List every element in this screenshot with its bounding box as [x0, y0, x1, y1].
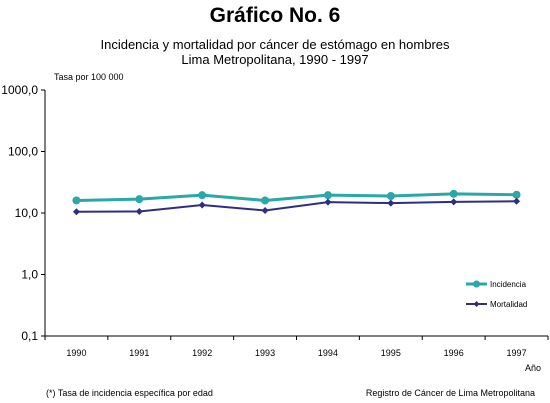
series-layer: [72, 189, 521, 216]
x-tick-label: 1994: [318, 348, 338, 358]
y-tick-label: 1000,0: [1, 83, 38, 97]
y-axis-ticks: 1000,0 100,0 10,0 1,0 0,1: [1, 83, 45, 343]
data-point: [387, 199, 395, 207]
x-tick-label: 1990: [66, 348, 86, 358]
data-point: [449, 189, 458, 198]
data-point: [513, 197, 521, 205]
data-point: [261, 206, 269, 214]
x-tick-label: 1992: [192, 348, 212, 358]
data-point: [261, 196, 270, 205]
chart-subtitle: Incidencia y mortalidad por cáncer de es…: [0, 37, 550, 67]
legend-swatch-marker: [473, 280, 480, 288]
legend: Incidencia Mortalidad: [466, 280, 527, 309]
series-line: [76, 200, 517, 213]
subtitle-line-1: Incidencia y mortalidad por cáncer de es…: [100, 37, 450, 52]
x-tick-label: 1991: [129, 348, 149, 358]
legend-label: Incidencia: [490, 280, 527, 289]
chart-axes: [44, 90, 548, 337]
data-point: [512, 190, 521, 199]
x-tick-label: 1997: [507, 348, 527, 358]
y-axis-label: Tasa por 100 000: [54, 72, 124, 82]
chart-heading: Gráfico No. 6: [209, 4, 341, 27]
subtitle-line-2: Lima Metropolitana, 1990 - 1997: [181, 52, 369, 67]
x-tick-label: 1996: [444, 348, 464, 358]
y-tick-label: 100,0: [8, 145, 38, 159]
x-axis-label: Año: [525, 363, 541, 373]
data-point: [324, 198, 332, 206]
x-tick-label: 1995: [381, 348, 401, 358]
x-axis-ticks: 1990 1991 1992 1993 1994 1995 1996 1997: [44, 336, 549, 358]
series-incidencia: [72, 189, 521, 205]
y-tick-label: 0,1: [21, 329, 38, 343]
legend-item-mortalidad: Mortalidad: [466, 300, 527, 309]
data-point: [198, 191, 207, 200]
data-point: [450, 198, 458, 206]
data-point: [72, 196, 81, 205]
legend-item-incidencia: Incidencia: [466, 280, 527, 289]
data-point: [135, 195, 144, 204]
series-line: [76, 192, 517, 202]
x-tick-label: 1993: [255, 348, 275, 358]
source-credit: Registro de Cáncer de Lima Metropolitana: [365, 388, 535, 398]
data-point: [386, 191, 395, 200]
series-mortalidad: [72, 197, 521, 216]
legend-swatch-marker: [473, 301, 480, 307]
data-point: [72, 208, 80, 216]
footnote: (*) Tasa de incidencia específica por ed…: [46, 388, 213, 398]
data-point: [198, 201, 206, 209]
y-tick-label: 1,0: [21, 268, 38, 282]
legend-label: Mortalidad: [490, 300, 527, 309]
data-point: [135, 207, 143, 215]
data-point: [323, 191, 332, 200]
y-tick-label: 10,0: [15, 206, 39, 220]
